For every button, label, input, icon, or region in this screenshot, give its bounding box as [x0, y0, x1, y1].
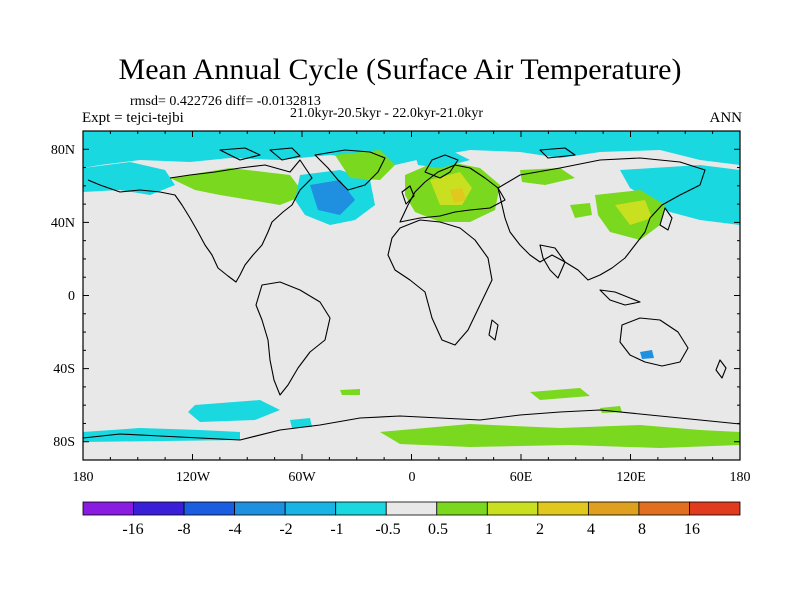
season-label: ANN	[709, 110, 743, 126]
coast-japan	[659, 207, 673, 231]
colorbar-swatch	[133, 501, 185, 516]
lat-tick-label: 80N	[51, 143, 75, 158]
coast-asia	[497, 157, 706, 281]
coast-se-asia	[599, 289, 641, 306]
australia-blue-patch	[640, 350, 654, 359]
coast-greenland	[314, 149, 386, 191]
colorbar-swatch	[234, 501, 286, 516]
colorbar-swatch	[587, 501, 640, 516]
coast-europe	[399, 164, 506, 223]
colorbar-swatch	[82, 501, 134, 516]
southern-cyan-patch	[188, 400, 280, 422]
colorbar-swatch	[486, 501, 539, 516]
lon-tick-label: 60E	[510, 470, 533, 485]
colorbar-label: 16	[684, 521, 700, 538]
figure-title: Mean Annual Cycle (Surface Air Temperatu…	[118, 53, 682, 86]
colorbar-label: -2	[279, 521, 292, 538]
asia-yellow-patch	[615, 200, 652, 225]
coastlines	[82, 147, 741, 441]
colorbar-label: 2	[536, 521, 544, 538]
lon-tick-label: 180	[730, 470, 751, 485]
lat-tick-label: 40N	[51, 216, 75, 231]
coast-antarctica	[82, 409, 741, 441]
colorbar-swatch	[537, 501, 589, 516]
colorbar-swatch	[183, 501, 236, 516]
colorbar-swatch	[335, 501, 387, 516]
colorbar-swatch	[638, 501, 690, 516]
southern-cyan-patch-2	[290, 418, 312, 428]
coast-new-zealand	[715, 359, 727, 379]
coast-south-america	[255, 281, 331, 396]
coast-uk	[401, 185, 415, 205]
colorbar-swatch	[689, 501, 741, 516]
europe-orange-patch	[450, 188, 466, 203]
colorbar-swatch	[436, 501, 488, 516]
colorbar-label: 0.5	[428, 521, 448, 538]
colorbar-swatch	[284, 501, 337, 516]
lat-tick-label: 0	[68, 289, 75, 304]
lat-tick-label: 80S	[53, 435, 75, 450]
colorbar	[82, 501, 741, 516]
coast-india	[539, 244, 566, 279]
experiment-label: Expt = tejci-tejbi	[82, 110, 184, 126]
lon-tick-label: 0	[409, 470, 416, 485]
lon-tick-label: 120E	[616, 470, 646, 485]
coast-north-america	[87, 159, 313, 283]
greenland-green-patch	[335, 150, 395, 180]
coast-scandinavia	[424, 154, 459, 179]
colorbar-label: -16	[122, 521, 143, 538]
natlantic-blue-patch	[310, 180, 355, 215]
colorbar-label: 4	[587, 521, 595, 538]
axis-ticks	[82, 130, 741, 461]
colorbar-label: 8	[638, 521, 646, 538]
colorbar-labels: -16 -8 -4 -2 -1 -0.5 0.5 1 2 4 8 16	[122, 521, 700, 538]
colorbar-label: -8	[177, 521, 190, 538]
lon-labels: 180 120W 60W 0 60E 120E 180	[73, 470, 751, 485]
canada-green-patch	[170, 168, 305, 205]
colorbar-label: -4	[228, 521, 241, 538]
southern-green-patch-2	[530, 388, 590, 400]
southern-green-band	[380, 424, 740, 448]
lat-tick-label: 40S	[53, 362, 75, 377]
colorbar-label: 1	[485, 521, 493, 538]
southern-green-patch-3	[340, 389, 360, 395]
colorbar-label: -1	[330, 521, 343, 538]
coast-arctic-islands	[219, 147, 576, 161]
colorbar-swatch	[385, 501, 438, 516]
stats-line: rmsd= 0.422726 diff= -0.0132813	[130, 94, 321, 109]
coast-madagascar	[488, 319, 499, 341]
colorbar-label: -0.5	[375, 521, 400, 538]
lon-tick-label: 120W	[176, 470, 211, 485]
coast-australia	[619, 317, 689, 367]
period-line: 21.0kyr-20.5kyr - 22.0kyr-21.0kyr	[290, 106, 484, 121]
lon-tick-label: 180	[73, 470, 94, 485]
caspian-green-patch	[570, 203, 592, 218]
lon-tick-label: 60W	[288, 470, 316, 485]
lat-labels: 80N 40N 0 40S 80S	[51, 143, 75, 450]
arctic-cyan-band	[83, 131, 740, 168]
coast-africa	[387, 219, 493, 346]
